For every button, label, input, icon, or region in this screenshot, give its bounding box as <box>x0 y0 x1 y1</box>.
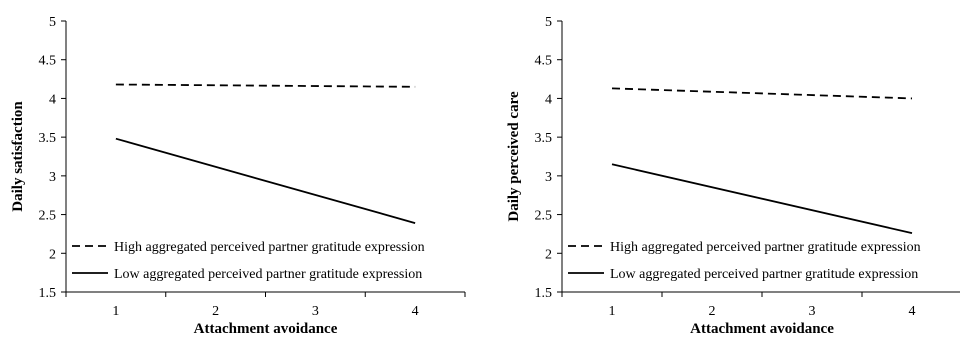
y-tick-label: 1.5 <box>39 286 57 301</box>
y-tick-label: 3.5 <box>39 131 57 146</box>
series-line-low <box>611 163 913 235</box>
y-tick-label: 2.5 <box>39 209 57 224</box>
x-tick-label: 3 <box>809 304 816 319</box>
x-tick-label: 3 <box>312 304 319 319</box>
y-tick-label: 4.5 <box>39 54 57 69</box>
series-line-low <box>115 137 416 224</box>
x-tick-label: 2 <box>709 304 716 319</box>
x-axis-title: Attachment avoidance <box>194 321 338 337</box>
x-tick-label: 1 <box>112 304 119 319</box>
y-tick-label: 1.5 <box>535 286 553 301</box>
y-axis-title: Daily satisfaction <box>10 101 26 212</box>
y-axis-title: Daily perceived care <box>506 91 522 222</box>
x-tick-label: 4 <box>412 304 419 319</box>
y-tick-label: 2 <box>545 247 552 262</box>
y-tick-label: 5 <box>49 15 56 30</box>
y-tick-label: 4 <box>49 92 56 107</box>
legend-label: High aggregated perceived partner gratit… <box>114 240 425 255</box>
y-tick-label: 2 <box>49 247 56 262</box>
y-tick-label: 3 <box>49 170 56 185</box>
legend-label: Low aggregated perceived partner gratitu… <box>114 267 422 282</box>
series-line-high <box>115 83 416 88</box>
x-tick-label: 4 <box>909 304 916 319</box>
y-tick-label: 4 <box>545 92 552 107</box>
chart-panel-2: 1.5 2 2.5 3 3.5 4 4.5 5 1 2 3 4 Attachment avoidance… <box>506 15 960 337</box>
legend-label: Low aggregated perceived partner gratitu… <box>610 267 918 282</box>
y-tick-label: 3.5 <box>535 131 553 146</box>
x-tick-label: 2 <box>212 304 219 319</box>
y-tick-label: 5 <box>545 15 552 30</box>
chart-panel-1: 1.5 2 2.5 3 3.5 4 4.5 5 1 2 3 4 Attachment avoidance… <box>10 15 466 337</box>
x-tick-label: 1 <box>609 304 616 319</box>
legend-label: High aggregated perceived partner gratit… <box>610 240 921 255</box>
x-axis-title: Attachment avoidance <box>690 321 834 337</box>
y-tick-label: 4.5 <box>535 54 553 69</box>
y-tick-label: 3 <box>545 170 552 185</box>
series-line-high <box>611 87 913 100</box>
y-tick-label: 2.5 <box>535 209 553 224</box>
